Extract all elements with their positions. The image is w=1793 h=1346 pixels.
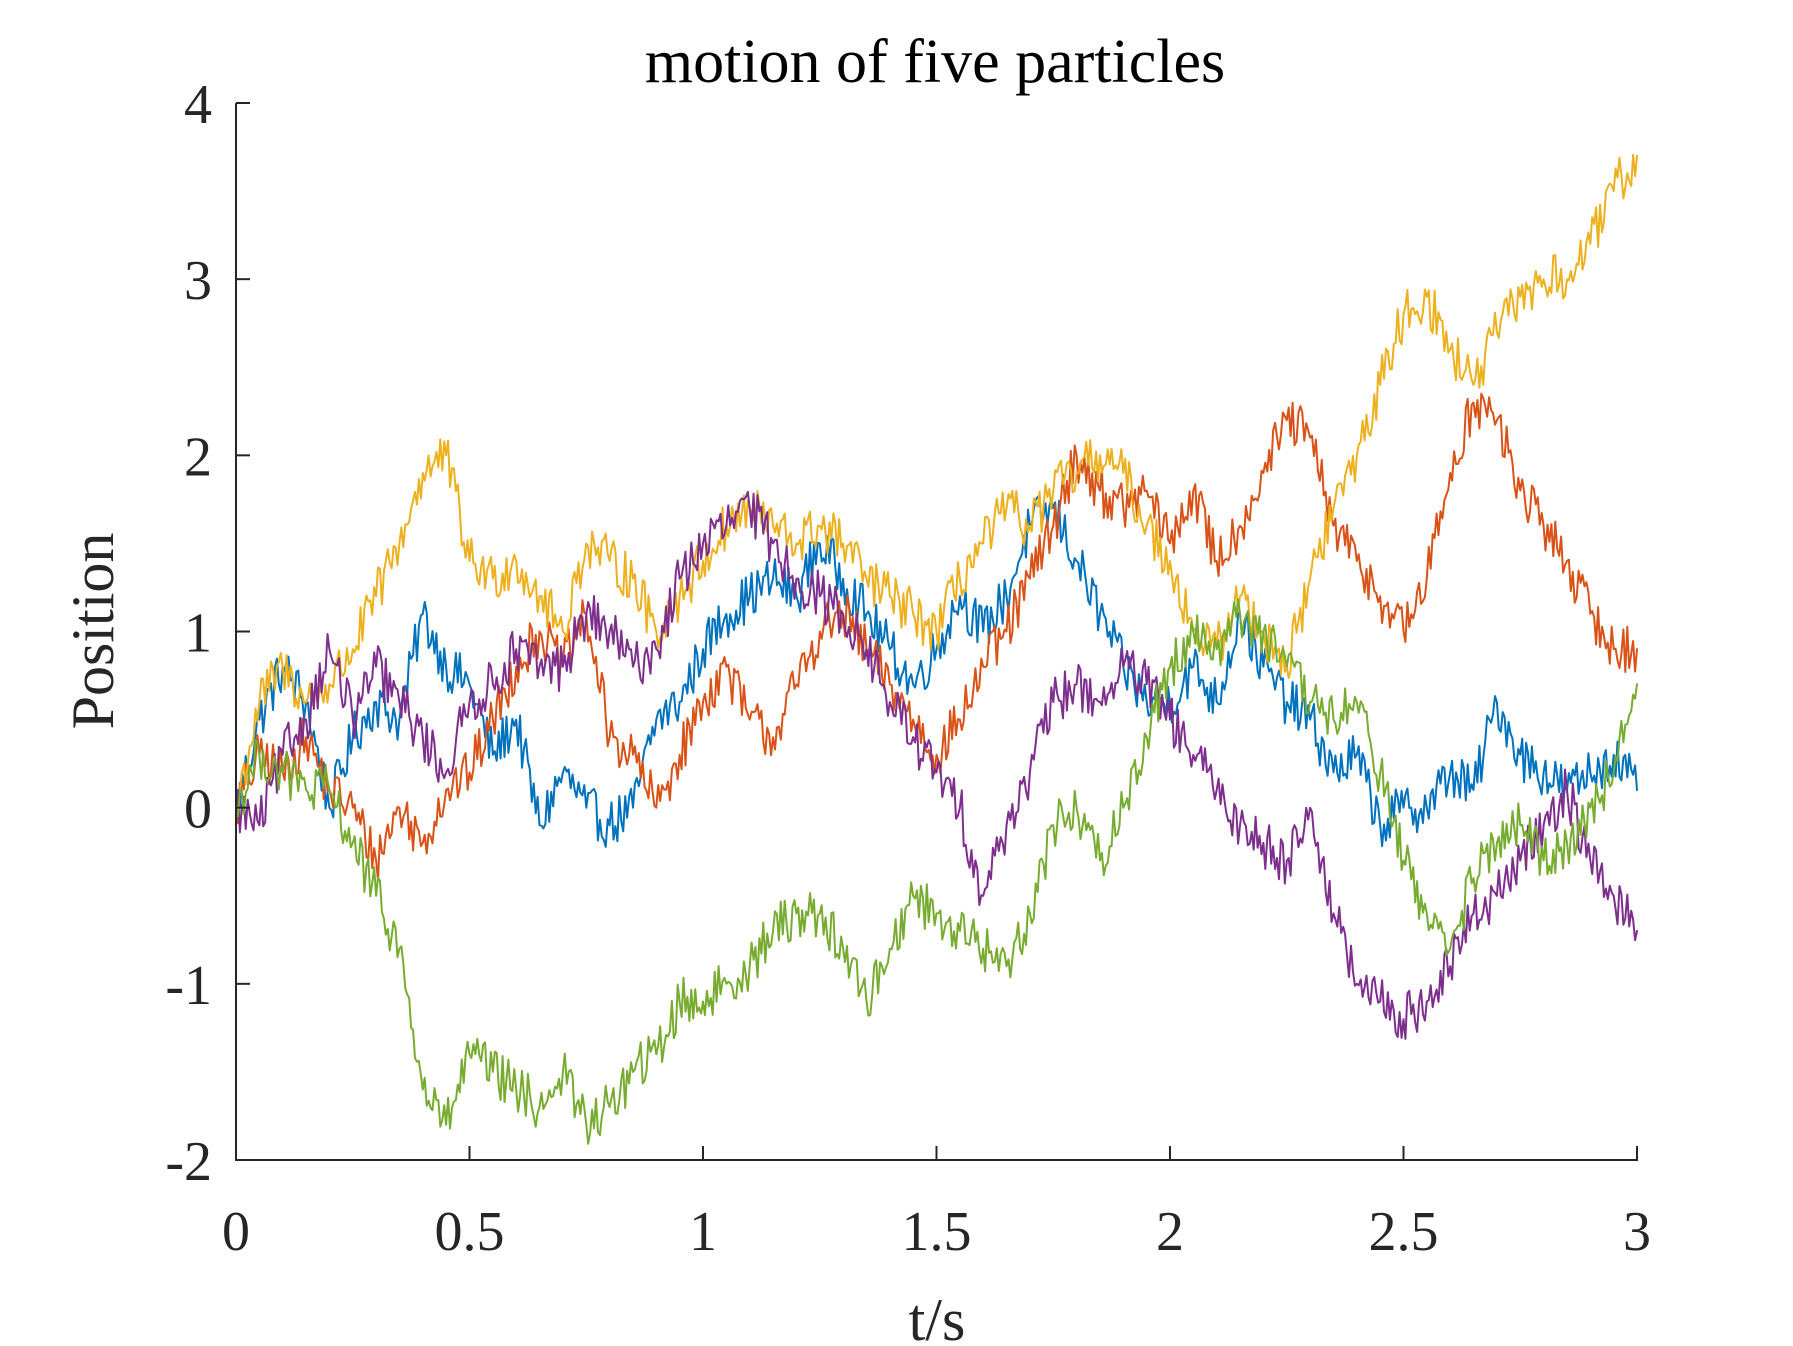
y-tick-label: 4 — [184, 74, 212, 136]
series-line-5 — [235, 598, 1638, 1145]
y-tick-label: 2 — [184, 426, 212, 488]
x-tick-label: 1.5 — [902, 1201, 972, 1263]
x-tick-label: 2 — [1156, 1201, 1184, 1263]
chart-title: motion of five particles — [645, 28, 1225, 96]
y-tick-label: 1 — [184, 603, 212, 665]
y-tick-label: -1 — [165, 955, 212, 1017]
series-line-2 — [235, 392, 1638, 882]
x-tick-label: 0.5 — [435, 1201, 505, 1263]
x-tick-label: 3 — [1623, 1201, 1651, 1263]
y-ticks: -2 -1 0 1 2 3 4 — [165, 74, 250, 1193]
x-tick-label: 2.5 — [1369, 1201, 1439, 1263]
x-ticks: 0 0.5 1 1.5 2 2.5 3 — [222, 1146, 1651, 1263]
y-tick-label: 0 — [184, 779, 212, 841]
y-axis-label: Position — [60, 533, 126, 730]
x-tick-label: 0 — [222, 1201, 250, 1263]
x-tick-label: 1 — [689, 1201, 717, 1263]
series-line-4 — [235, 490, 1638, 1040]
series-group — [235, 153, 1638, 1145]
y-tick-label: 3 — [184, 250, 212, 312]
y-tick-label: -2 — [165, 1131, 212, 1193]
series-line-3 — [235, 153, 1638, 809]
x-axis-label: t/s — [909, 1287, 966, 1346]
series-line-1 — [235, 494, 1638, 848]
